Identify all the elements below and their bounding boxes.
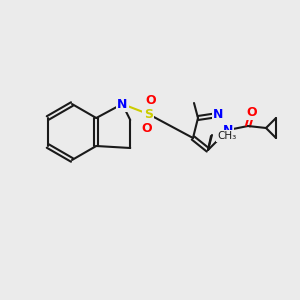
Text: CH₃: CH₃ <box>217 131 236 141</box>
Text: N: N <box>223 124 233 136</box>
Text: N: N <box>117 98 128 110</box>
Text: O: O <box>141 122 152 134</box>
Text: O: O <box>145 94 156 106</box>
Text: O: O <box>247 106 257 118</box>
Text: S: S <box>144 107 153 121</box>
Text: N: N <box>213 109 223 122</box>
